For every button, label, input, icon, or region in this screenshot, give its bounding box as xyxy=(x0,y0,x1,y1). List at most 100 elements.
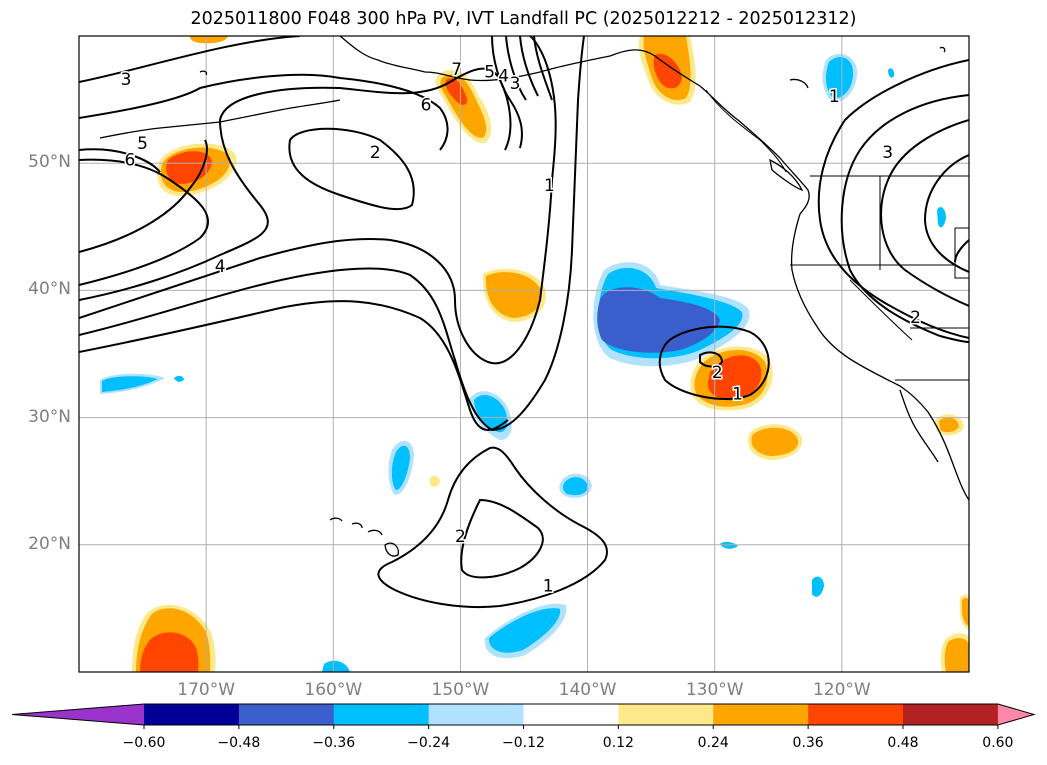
pv-contour xyxy=(79,73,449,151)
positive-shading xyxy=(944,638,969,672)
pv-contour xyxy=(954,239,969,263)
pv-contour xyxy=(79,158,210,286)
contour-label: 1 xyxy=(829,87,840,107)
colorbar-segment xyxy=(808,704,904,725)
longitude-label: 150°W xyxy=(431,680,490,700)
negative-shading xyxy=(812,576,824,597)
pv-contour xyxy=(79,300,509,431)
borders xyxy=(705,89,969,381)
positive-shading xyxy=(430,475,440,487)
pv-contour xyxy=(79,67,512,301)
latitude-label: 50°N xyxy=(28,152,71,173)
colorbar-tick-label: 0.48 xyxy=(887,735,919,751)
contour-label: 5 xyxy=(484,63,495,83)
negative-shading xyxy=(174,375,184,382)
coastline xyxy=(789,78,809,89)
pv-contour xyxy=(505,36,527,101)
contour-label: 4 xyxy=(498,66,509,86)
colorbar-segment xyxy=(713,704,809,725)
latitude-label: 30°N xyxy=(28,406,71,427)
pv-contour xyxy=(519,36,539,97)
contour-label: 1 xyxy=(732,384,743,404)
coastline xyxy=(339,36,810,215)
contour-label: 4 xyxy=(215,257,226,277)
contour-label: 2 xyxy=(370,143,381,163)
positive-shading xyxy=(707,355,762,401)
colorbar-segment xyxy=(903,704,999,725)
coastline xyxy=(367,529,383,536)
positive-shading xyxy=(485,272,542,318)
pv-contour xyxy=(923,154,969,273)
negative-shading xyxy=(474,395,508,433)
pv-contour xyxy=(817,59,969,339)
contour-label: 2 xyxy=(910,308,921,328)
longitude-label: 130°W xyxy=(685,680,744,700)
colorbar-tick-label: 0.12 xyxy=(602,735,634,751)
colorbar-tick-label: 0.60 xyxy=(982,735,1014,751)
negative-shading xyxy=(720,541,738,549)
pv-contour xyxy=(699,351,724,368)
negative-shading xyxy=(597,287,720,353)
longitude-label: 160°W xyxy=(304,680,363,700)
positive-shading xyxy=(751,427,799,456)
pv-contour xyxy=(79,148,161,173)
map-frame xyxy=(78,35,970,673)
colorbar-segment xyxy=(618,704,714,725)
longitude-label: 120°W xyxy=(812,680,871,700)
pv-contour xyxy=(533,36,553,101)
latitude-label: 20°N xyxy=(28,533,71,554)
colorbar xyxy=(11,703,1036,729)
pv-contours xyxy=(79,36,969,609)
negative-shading xyxy=(937,207,946,228)
pv-contour xyxy=(491,36,523,149)
negative-shading xyxy=(562,477,588,496)
colorbar-min-extend xyxy=(12,704,144,725)
coastline xyxy=(329,517,343,522)
contour-label: 2 xyxy=(455,527,466,547)
positive-shading xyxy=(961,597,969,626)
negative-shading xyxy=(488,608,561,653)
pv-contour xyxy=(79,36,585,432)
pv-contour xyxy=(79,139,208,253)
colorbar-segment xyxy=(238,704,335,725)
negative-shading xyxy=(825,56,854,99)
longitude-label: 140°W xyxy=(558,680,617,700)
colorbar-segment xyxy=(523,704,619,725)
coastline xyxy=(384,542,399,557)
border xyxy=(954,228,969,279)
pv-contour xyxy=(288,127,415,211)
colorbar-segment xyxy=(428,704,524,725)
pv-contour xyxy=(460,498,544,579)
colorbar-tick-label: −0.24 xyxy=(407,735,451,751)
coastline xyxy=(199,70,208,76)
contour-label: 2 xyxy=(712,363,723,383)
negative-shading xyxy=(102,376,158,392)
contour-label: 3 xyxy=(510,74,521,94)
positive-shading xyxy=(939,417,959,433)
contour-label: 7 xyxy=(451,60,462,80)
pv-contour xyxy=(658,325,770,401)
graticule xyxy=(79,36,969,672)
coastline xyxy=(351,522,363,529)
contour-label: 3 xyxy=(882,143,893,163)
border xyxy=(705,89,787,173)
positive-shading xyxy=(166,151,212,184)
negative-shading xyxy=(888,68,895,78)
contour-label: 1 xyxy=(543,577,554,597)
contour-label: 3 xyxy=(121,70,132,90)
colorbar-segment xyxy=(333,704,430,725)
pv-contour xyxy=(79,36,301,83)
contour-label: 5 xyxy=(137,134,148,154)
contour-label: 1 xyxy=(544,176,555,196)
map-title: 2025011800 F048 300 hPa PV, IVT Landfall… xyxy=(190,9,857,29)
contour-label: 6 xyxy=(124,150,135,170)
contour-label: 6 xyxy=(421,96,432,116)
positive-shading xyxy=(653,53,682,89)
longitude-label: 170°W xyxy=(177,680,236,700)
border xyxy=(849,279,913,341)
colorbar-tick-label: −0.60 xyxy=(122,735,166,751)
shading-layer xyxy=(100,36,969,672)
colorbar-tick-label: −0.48 xyxy=(217,735,261,751)
